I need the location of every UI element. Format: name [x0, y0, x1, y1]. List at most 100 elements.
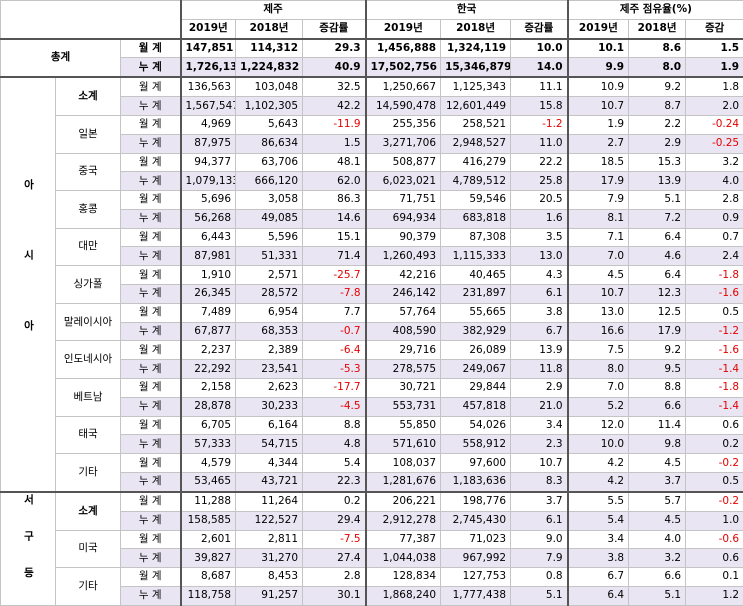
row-label: 누 계 [119, 96, 182, 116]
value-cell: 1,102,305 [235, 96, 304, 116]
table-row: 미국 월 계 2,601 2,811 -7.5 77,387 71,023 9.0 3.4 4.0… [1, 529, 743, 569]
value-cell: 1,079,133 [179, 171, 237, 192]
value-cell: 14.0 [510, 57, 569, 78]
value-cell: 4.0 [685, 171, 743, 192]
value-cell: 13.9 [628, 171, 687, 192]
value-cell: 2.9 [510, 378, 569, 398]
value-cell: 1,726,132 [179, 57, 237, 78]
table-row: 누 계1,726,1321,224,83240.917,502,75615,34… [1, 57, 743, 78]
table-row: 누 계 1,567,547 1,102,305 42.2 14,590,478 12,60… [1, 96, 743, 116]
value-cell: 55,665 [440, 302, 512, 323]
value-cell: 8.3 [510, 472, 569, 493]
value-cell: 3,271,706 [364, 133, 442, 154]
value-cell: 8.7 [628, 96, 687, 116]
value-cell: 231,897 [440, 284, 512, 304]
value-cell: 4.5 [628, 453, 687, 474]
value-cell: 5,596 [235, 227, 304, 248]
value-cell: 53,465 [179, 472, 237, 493]
value-cell: -0.2 [685, 453, 743, 474]
value-cell: 1,910 [179, 265, 237, 286]
country-label: 소계 [55, 490, 121, 531]
table-row: 싱가폴 월 계 1,910 2,571 -25.7 42,216 40,465 4.3 4.5 6… [1, 265, 743, 304]
value-cell: 0.2 [685, 434, 743, 455]
column-header: 증감 [685, 18, 743, 40]
value-cell: 1.2 [685, 585, 743, 606]
value-cell: 22.2 [510, 152, 569, 173]
group-header: 제주 점유율(%) [566, 0, 743, 20]
value-cell: 28,878 [179, 396, 237, 417]
value-cell: 2.4 [685, 246, 743, 267]
value-cell: 3.4 [566, 529, 630, 550]
value-cell: 54,715 [235, 434, 304, 455]
value-cell: 122,527 [235, 510, 304, 531]
value-cell: 2,389 [235, 340, 304, 361]
value-cell: -1.2 [685, 321, 743, 342]
value-cell: 6.4 [566, 585, 630, 606]
row-label: 누 계 [119, 208, 182, 229]
value-cell: 11.1 [510, 76, 569, 98]
value-cell: 26,345 [179, 284, 237, 304]
value-cell: 1,115,333 [440, 246, 512, 267]
value-cell: 67,877 [179, 321, 237, 342]
country-label: 인도네시아 [55, 340, 121, 380]
country-label: 중국 [55, 152, 121, 192]
value-cell: 6,705 [179, 415, 237, 436]
value-cell: 6,164 [235, 415, 304, 436]
table-row: 누 계 57,333 54,715 4.8 571,610 558,912 2.3 10.0 9… [1, 434, 743, 455]
table-row: 2019년 2018년 증감률 2019년 2018년 증감률 2019년 2018년 증감 [1, 18, 743, 40]
value-cell: 1,868,240 [364, 585, 442, 606]
value-cell: 25.8 [510, 171, 569, 192]
value-cell: 258,521 [440, 114, 512, 135]
value-cell: 1.6 [510, 208, 569, 229]
table-row: 누 계 87,975 86,634 1.5 3,271,706 2,948,527 11.0… [1, 133, 743, 154]
table-row: 누 계 53,465 43,721 22.3 1,281,676 1,183,636 8.3… [1, 472, 743, 493]
value-cell: 8.8 [628, 378, 687, 398]
value-cell: 97,600 [440, 453, 512, 474]
table-row: 기타 월 계 4,579 4,344 5.4 108,037 97,600 10.7 4.2 4.… [1, 453, 743, 493]
value-cell: 1.5 [685, 37, 743, 59]
value-cell: 3.7 [628, 472, 687, 493]
value-cell: 43,721 [235, 472, 304, 493]
value-cell: 7.2 [628, 208, 687, 229]
value-cell: 114,312 [235, 37, 304, 59]
value-cell: 10.9 [566, 76, 630, 98]
table-row: 누 계 26,345 28,572 -7.8 246,142 231,897 6.1 10.7… [1, 284, 743, 304]
column-header: 2019년 [566, 18, 630, 40]
value-cell: 127,753 [440, 567, 512, 587]
value-cell: 16.6 [566, 321, 630, 342]
value-cell: 6,443 [179, 227, 237, 248]
value-cell: 5.1 [628, 190, 687, 210]
value-cell: 1,044,038 [364, 548, 442, 569]
table-row: 아시아 소계 월 계 136,563 103,048 32.5 1,250,667 1,125… [0, 76, 743, 493]
value-cell: -0.7 [302, 321, 367, 342]
value-cell: 1,456,888 [364, 37, 442, 59]
value-cell: 553,731 [364, 396, 442, 417]
value-cell: 967,992 [440, 548, 512, 569]
value-cell: 0.6 [685, 548, 743, 569]
value-cell: 2,912,278 [364, 510, 442, 531]
value-cell: 40.9 [302, 57, 367, 78]
value-cell: 5.5 [566, 490, 630, 512]
value-cell: 3.7 [510, 490, 569, 512]
value-cell: 9.2 [628, 340, 687, 361]
value-cell: 158,585 [179, 510, 237, 531]
value-cell: 1,250,667 [364, 76, 442, 98]
value-cell: 8.6 [628, 37, 687, 59]
value-cell: 147,851 [179, 37, 237, 59]
value-cell: 17,502,756 [364, 57, 442, 78]
value-cell: 7.0 [566, 378, 630, 398]
row-label: 월 계 [119, 76, 182, 98]
value-cell: 7.0 [566, 246, 630, 267]
value-cell: 382,929 [440, 321, 512, 342]
country-label: 말레이시아 [55, 302, 121, 342]
table-row: 누 계 39,827 31,270 27.4 1,044,038 967,992 7.9 3.… [1, 548, 743, 569]
value-cell: 54,026 [440, 415, 512, 436]
value-cell: -7.8 [302, 284, 367, 304]
row-label: 월 계 [119, 415, 182, 436]
value-cell: 15.8 [510, 96, 569, 116]
value-cell: 30.1 [302, 585, 367, 606]
value-cell: 6.4 [628, 265, 687, 286]
value-cell: 10.0 [566, 434, 630, 455]
value-cell: 1,183,636 [440, 472, 512, 493]
